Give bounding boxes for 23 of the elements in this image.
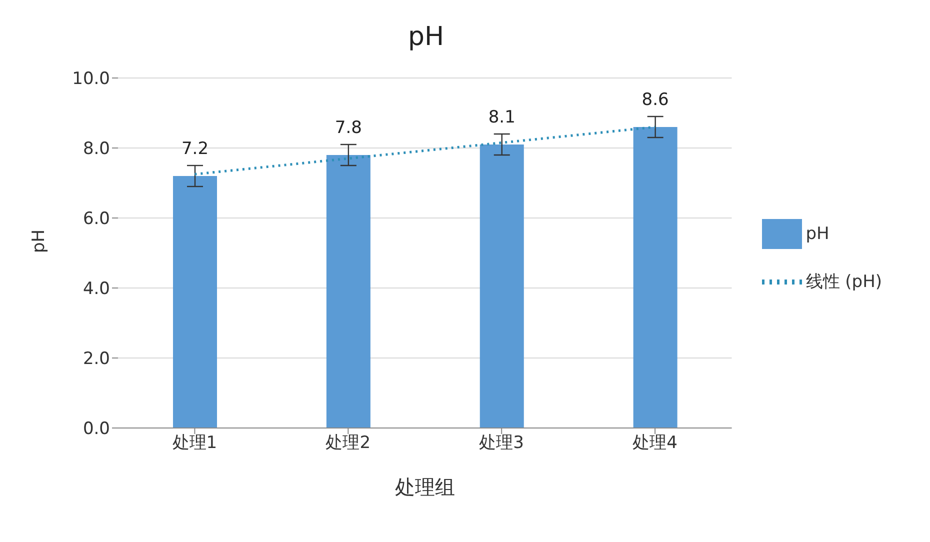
data-label: 8.1 [488,108,516,128]
data-label: 7.2 [181,139,209,159]
legend-label: pH [806,224,830,244]
legend-label: 线性 (pH) [806,272,882,292]
x-axis-title: 处理组 [394,475,455,499]
chart-title: pH [406,22,446,52]
x-tick-label: 处理2 [326,433,371,454]
bar [480,144,524,428]
x-tick-label: 处理4 [632,433,678,454]
data-label: 7.8 [334,118,362,138]
x-tick-label: 处理1 [172,433,218,454]
bar [173,176,217,428]
bar [326,155,370,428]
bar [633,127,678,428]
y-tick-label: 6.0 [82,209,110,230]
x-tick-label: 处理3 [479,433,524,454]
y-axis-title: pH [29,229,50,253]
y-tick-label: 10.0 [72,69,110,90]
y-tick-label: 4.0 [82,279,110,300]
y-tick-label: 0.0 [82,419,110,440]
data-label: 8.6 [642,90,669,110]
y-tick-label: 8.0 [82,139,110,160]
y-tick-label: 2.0 [82,349,110,370]
